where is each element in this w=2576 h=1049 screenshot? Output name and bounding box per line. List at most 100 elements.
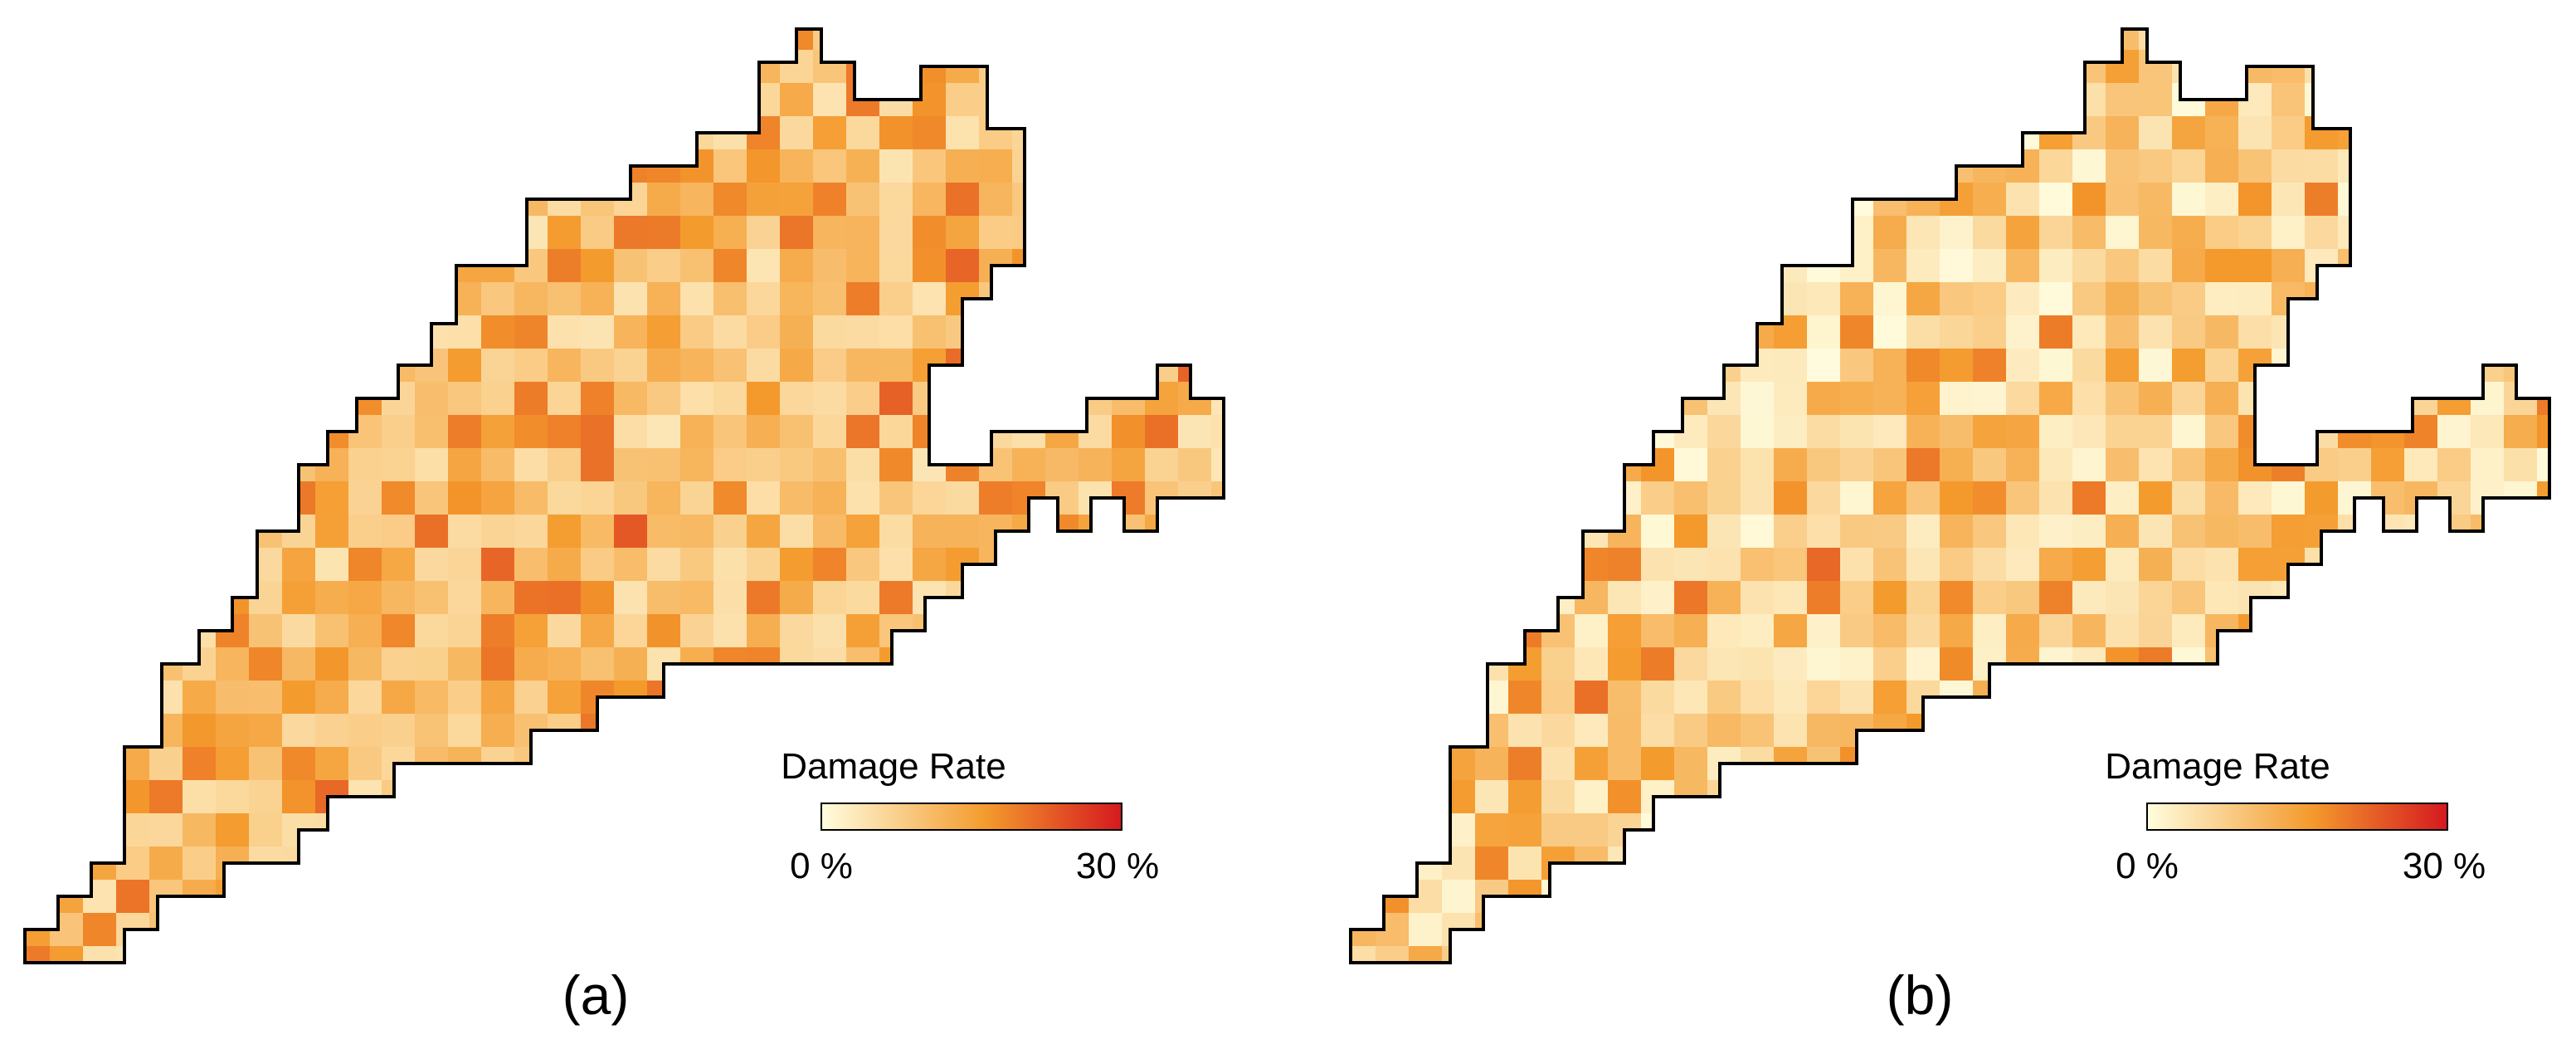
damage-cell-b [2305, 880, 2339, 914]
damage-cell-a [913, 183, 947, 217]
damage-cell-a [183, 747, 217, 781]
damage-cell-b [1475, 448, 1509, 482]
damage-cell-b [2305, 216, 2339, 250]
damage-cell-b [2139, 249, 2173, 283]
damage-cell-a [1178, 183, 1212, 217]
damage-cell-b [2504, 183, 2538, 217]
damage-cell-a [282, 415, 316, 449]
damage-cell-b [1475, 415, 1509, 449]
damage-cell-b [1807, 216, 1841, 250]
damage-cell-b [1774, 913, 1808, 947]
damage-cell-a [25, 149, 51, 183]
damage-cell-a [481, 481, 515, 515]
damage-cell-b [2238, 515, 2272, 549]
damage-cell-b [2437, 83, 2471, 117]
damage-cell-b [1376, 282, 1410, 316]
damage-cell-a [249, 282, 283, 316]
damage-cell-b [1674, 315, 1708, 349]
damage-cell-a [913, 880, 947, 914]
damage-cell-a [1012, 149, 1046, 183]
damage-cell-a [514, 913, 548, 947]
damage-cell-a [713, 349, 747, 383]
damage-cell-a [879, 216, 913, 250]
damage-cell-a [548, 50, 582, 84]
damage-cell-a [614, 216, 648, 250]
damage-cell-a [415, 249, 449, 283]
damage-cell-a [116, 681, 150, 715]
damage-cell-b [2404, 548, 2438, 582]
damage-cell-b [2537, 249, 2549, 283]
damage-cell-a [116, 448, 150, 482]
damage-cell-b [1351, 29, 1376, 51]
damage-cell-b [2172, 946, 2206, 963]
damage-cell-a [481, 581, 515, 615]
damage-cell-a [1012, 847, 1046, 881]
damage-cell-b [2205, 149, 2239, 183]
damage-cell-a [382, 216, 416, 250]
damage-cell-a [116, 116, 150, 150]
damage-cell-b [2205, 581, 2239, 615]
damage-cell-b [1741, 282, 1775, 316]
damage-cell-b [1807, 581, 1841, 615]
damage-cell-b [1741, 481, 1775, 515]
damage-cell-b [1707, 614, 1741, 648]
damage-cell-a [1145, 647, 1179, 681]
damage-cell-b [2537, 714, 2549, 748]
damage-cell-b [1641, 847, 1675, 881]
damage-cell-a [813, 548, 847, 582]
damage-cell-a [83, 614, 117, 648]
damage-cell-b [1508, 149, 1542, 183]
damage-cell-a [581, 116, 615, 150]
damage-cell-a [680, 29, 714, 51]
damage-cell-a [713, 216, 747, 250]
damage-cell-b [2272, 415, 2306, 449]
damage-cell-b [1475, 50, 1509, 84]
damage-cell-b [1608, 415, 1642, 449]
damage-cell-a [348, 515, 382, 549]
damage-cell-b [1973, 913, 2007, 947]
damage-cell-a [50, 946, 84, 963]
damage-cell-a [846, 382, 880, 416]
damage-cell-a [116, 614, 150, 648]
damage-cell-b [2072, 681, 2106, 715]
damage-cell-b [1940, 216, 1974, 250]
damage-cell-a [879, 149, 913, 183]
damage-cell-b [1608, 282, 1642, 316]
damage-cell-b [1741, 149, 1775, 183]
damage-cell-b [1906, 515, 1941, 549]
damage-cell-a [1112, 29, 1146, 51]
damage-cell-b [1840, 515, 1874, 549]
damage-cell-a [1112, 548, 1146, 582]
damage-cell-b [2371, 880, 2405, 914]
damage-cell-b [1351, 548, 1376, 582]
damage-cell-b [1940, 614, 1974, 648]
damage-cell-a [183, 315, 217, 349]
damage-cell-a [1211, 183, 1224, 217]
damage-cell-b [2305, 315, 2339, 349]
damage-cell-b [1409, 282, 1443, 316]
damage-cell-a [348, 349, 382, 383]
damage-cell-b [2404, 681, 2438, 715]
damage-cell-b [2338, 880, 2372, 914]
damage-cell-b [1475, 382, 1509, 416]
damage-cell-b [2039, 50, 2073, 84]
damage-cell-a [448, 216, 482, 250]
damage-cell-a [846, 349, 880, 383]
damage-cell-a [282, 548, 316, 582]
damage-cell-a [979, 216, 1013, 250]
damage-cell-b [2404, 614, 2438, 648]
damage-cell-a [1211, 780, 1224, 814]
damage-cell-b [2205, 481, 2239, 515]
damage-cell-a [415, 83, 449, 117]
damage-cell-a [1178, 647, 1212, 681]
damage-cell-b [1940, 548, 1974, 582]
damage-cell-b [1641, 515, 1675, 549]
damage-cell-b [1608, 116, 1642, 150]
damage-cell-b [2272, 149, 2306, 183]
damage-cell-b [1674, 448, 1708, 482]
damage-cell-a [879, 880, 913, 914]
damage-cell-a [614, 448, 648, 482]
damage-cell-a [1079, 29, 1113, 51]
damage-cell-a [680, 747, 714, 781]
damage-cell-b [1807, 614, 1841, 648]
